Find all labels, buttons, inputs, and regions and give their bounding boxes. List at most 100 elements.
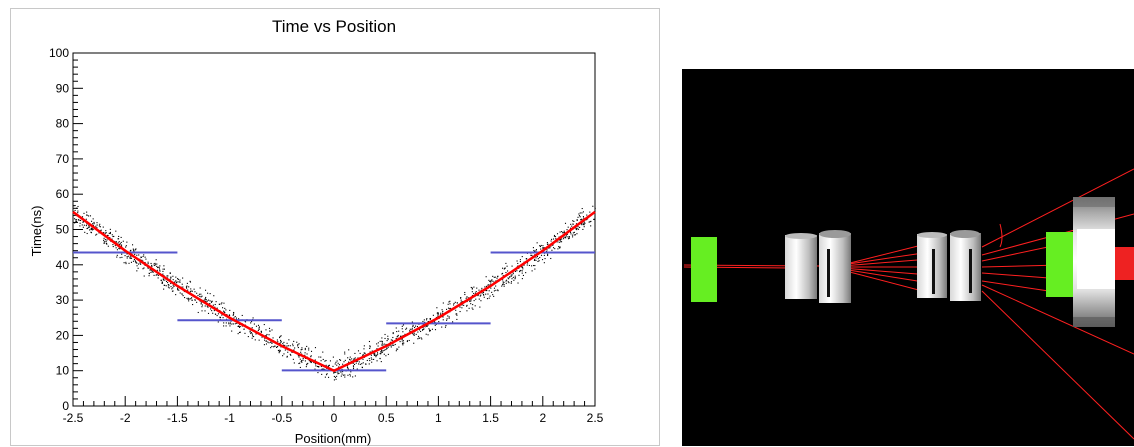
scatter-point xyxy=(88,215,90,217)
scatter-point xyxy=(356,368,358,370)
scatter-point xyxy=(412,325,414,328)
scatter-point xyxy=(201,310,203,312)
scatter-point xyxy=(167,286,169,288)
scatter-point xyxy=(393,344,395,346)
scatter-point xyxy=(201,304,203,306)
scatter-point xyxy=(356,360,359,362)
red-block xyxy=(1115,247,1134,280)
scatter-point xyxy=(291,351,293,353)
scatter-point xyxy=(588,221,590,223)
scatter-point xyxy=(385,348,387,351)
scatter-point xyxy=(507,281,509,283)
scatter-point xyxy=(208,299,210,301)
scatter-point xyxy=(320,365,322,368)
scatter-point xyxy=(133,249,135,251)
scatter-point xyxy=(333,372,335,374)
scatter-point xyxy=(456,318,458,320)
scatter-point xyxy=(155,274,157,276)
scatter-point xyxy=(277,349,279,352)
scatter-point xyxy=(190,298,192,300)
scatter-point xyxy=(93,223,95,225)
scatter-point xyxy=(460,299,462,301)
scatter-point xyxy=(138,254,140,256)
scatter-point xyxy=(324,376,326,378)
scatter-point xyxy=(157,267,159,269)
scatter-point xyxy=(387,335,389,337)
x-tick-label: -1 xyxy=(224,411,235,425)
scatter-point xyxy=(143,275,145,277)
scatter-point xyxy=(592,205,594,207)
scatter-point xyxy=(502,275,504,277)
scatter-point xyxy=(340,375,342,377)
scatter-point xyxy=(297,355,299,357)
scatter-point xyxy=(453,304,455,306)
scatter-point xyxy=(342,371,344,373)
scatter-point xyxy=(293,349,295,351)
scatter-point xyxy=(507,270,509,272)
scatter-point xyxy=(91,228,93,230)
scatter-point xyxy=(134,249,137,251)
scatter-point xyxy=(442,316,444,318)
scatter-point xyxy=(264,337,266,339)
scatter-point xyxy=(507,277,509,279)
scatter-point xyxy=(74,222,76,224)
scatter-point xyxy=(175,294,177,296)
scatter-point xyxy=(487,293,489,295)
scatter-point xyxy=(380,352,382,354)
scatter-point xyxy=(324,360,326,362)
scatter-point xyxy=(162,278,164,280)
scatter-point xyxy=(108,232,110,234)
scatter-point xyxy=(584,222,586,224)
scatter-point xyxy=(377,345,379,347)
scatter-point xyxy=(187,297,189,299)
scatter-point xyxy=(505,271,507,274)
scatter-point xyxy=(104,239,106,241)
scatter-point xyxy=(334,371,336,373)
scatter-point xyxy=(107,245,109,247)
scatter-point xyxy=(577,226,579,228)
scatter-point xyxy=(542,247,544,249)
scatter-point xyxy=(119,248,121,250)
scatter-point xyxy=(493,295,495,297)
scatter-point xyxy=(521,270,523,272)
scatter-point xyxy=(406,327,408,329)
scatter-point xyxy=(270,347,272,349)
cylinder-pair-1 xyxy=(785,230,851,303)
scatter-point xyxy=(398,330,400,332)
scatter-point xyxy=(466,304,468,306)
scatter-point xyxy=(387,353,389,355)
scatter-point xyxy=(102,226,104,228)
scatter-point xyxy=(568,237,570,239)
scatter-point xyxy=(433,321,435,323)
scatter-point xyxy=(141,259,143,261)
scatter-point xyxy=(221,302,223,304)
scatter-point xyxy=(105,240,107,242)
scatter-point xyxy=(159,269,161,271)
scatter-point xyxy=(567,238,569,240)
scatter-point xyxy=(200,303,202,305)
scatter-point xyxy=(437,312,439,315)
scatter-point xyxy=(236,322,238,324)
scatter-point xyxy=(204,299,206,301)
scatter-point xyxy=(362,362,364,364)
scatter-point xyxy=(352,365,355,367)
scatter-point xyxy=(363,352,365,354)
scatter-point xyxy=(78,219,80,221)
scatter-point xyxy=(531,265,533,267)
scatter-point xyxy=(570,223,572,225)
scatter-point xyxy=(468,297,470,299)
scatter-point xyxy=(142,255,144,257)
scatter-point xyxy=(191,299,193,301)
scatter-point xyxy=(429,330,431,332)
scatter-point xyxy=(74,209,76,212)
chart-panel: Time vs Position Time(ns) Position(mm) 0… xyxy=(10,8,660,446)
scatter-point xyxy=(278,352,280,354)
scatter-point xyxy=(593,218,595,220)
scatter-point xyxy=(225,322,227,324)
scatter-point xyxy=(368,363,370,365)
track xyxy=(981,168,1134,248)
scatter-point xyxy=(229,325,231,327)
scatter-point xyxy=(322,358,324,361)
scatter-point xyxy=(284,349,286,351)
scatter-point xyxy=(228,322,230,324)
